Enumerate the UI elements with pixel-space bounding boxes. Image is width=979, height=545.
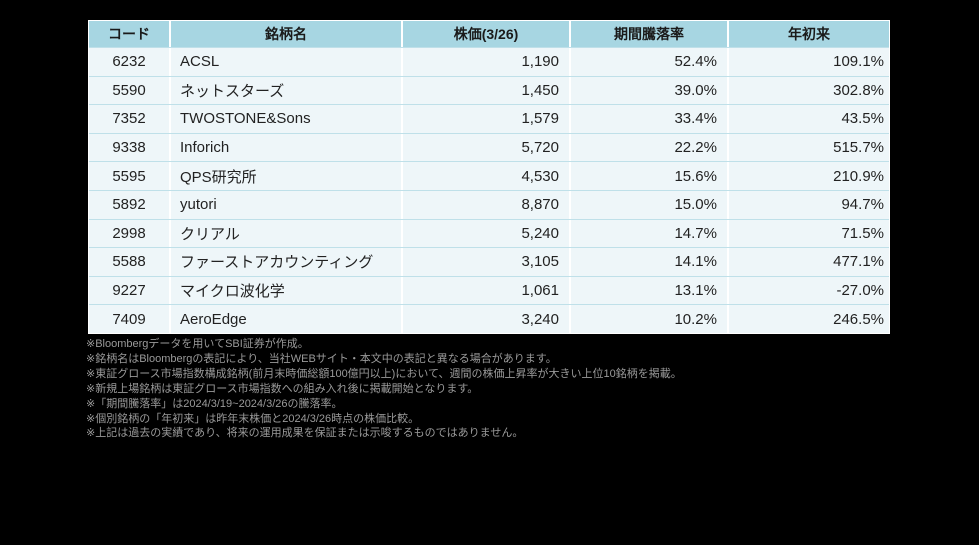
footnote-line: ※東証グロース市場指数構成銘柄(前月末時価総額100億円以上)において、週間の株… <box>86 367 682 380</box>
header-period-change: 期間騰落率 <box>571 21 727 47</box>
cell-period-change: 15.0% <box>571 190 727 219</box>
cell-period-change: 52.4% <box>571 48 727 76</box>
cell-code: 6232 <box>89 48 169 76</box>
table-row: 9227 マイクロ波化学 1,061 13.1% -27.0% <box>89 275 889 305</box>
cell-code: 9227 <box>89 276 169 305</box>
footnote-line: ※個別銘柄の「年初来」は昨年末株価と2024/3/26時点の株価比較。 <box>86 412 420 425</box>
cell-name: ACSL <box>171 48 401 76</box>
table-row: 5588 ファーストアカウンティング 3,105 14.1% 477.1% <box>89 247 889 276</box>
cell-price: 5,720 <box>403 133 569 162</box>
cell-name: yutori <box>171 190 401 219</box>
cell-name: クリアル <box>171 219 401 248</box>
cell-name: TWOSTONE&Sons <box>171 105 401 133</box>
stock-ranking-table: コード 銘柄名 株価(3/26) 期間騰落率 年初来 6232 ACSL 1,1… <box>88 20 890 334</box>
cell-price: 3,105 <box>403 248 569 276</box>
header-code: コード <box>89 21 169 47</box>
cell-price: 1,061 <box>403 276 569 305</box>
header-ytd: 年初来 <box>729 21 889 47</box>
cell-name: マイクロ波化学 <box>171 276 401 305</box>
cell-ytd: 302.8% <box>729 76 889 105</box>
cell-price: 3,240 <box>403 305 569 333</box>
cell-ytd: 94.7% <box>729 190 889 219</box>
cell-name: QPS研究所 <box>171 162 401 190</box>
cell-code: 5595 <box>89 162 169 190</box>
cell-ytd: 477.1% <box>729 248 889 276</box>
table-row: 6232 ACSL 1,190 52.4% 109.1% <box>89 47 889 76</box>
table-row: 5595 QPS研究所 4,530 15.6% 210.9% <box>89 161 889 190</box>
table-row: 5892 yutori 8,870 15.0% 94.7% <box>89 189 889 219</box>
cell-ytd: 210.9% <box>729 162 889 190</box>
footnotes: ※Bloombergデータを用いてSBI証券が作成。 ※銘柄名はBloomber… <box>86 337 946 441</box>
cell-code: 9338 <box>89 133 169 162</box>
cell-period-change: 10.2% <box>571 305 727 333</box>
cell-code: 5892 <box>89 190 169 219</box>
cell-name: Inforich <box>171 133 401 162</box>
table-row: 7352 TWOSTONE&Sons 1,579 33.4% 43.5% <box>89 104 889 133</box>
cell-period-change: 13.1% <box>571 276 727 305</box>
footnote-line: ※「期間騰落率」は2024/3/19~2024/3/26の騰落率。 <box>86 397 343 410</box>
cell-ytd: 43.5% <box>729 105 889 133</box>
cell-period-change: 39.0% <box>571 76 727 105</box>
cell-period-change: 14.1% <box>571 248 727 276</box>
cell-code: 7409 <box>89 305 169 333</box>
header-name: 銘柄名 <box>171 21 401 47</box>
header-price: 株価(3/26) <box>403 21 569 47</box>
cell-period-change: 14.7% <box>571 219 727 248</box>
footnote-line: ※新規上場銘柄は東証グロース市場指数への組み入れ後に掲載開始となります。 <box>86 382 479 395</box>
cell-code: 5588 <box>89 248 169 276</box>
table-row: 5590 ネットスターズ 1,450 39.0% 302.8% <box>89 75 889 105</box>
cell-code: 5590 <box>89 76 169 105</box>
cell-name: AeroEdge <box>171 305 401 333</box>
cell-price: 1,579 <box>403 105 569 133</box>
table-header-row: コード 銘柄名 株価(3/26) 期間騰落率 年初来 <box>89 21 889 47</box>
table-row: 7409 AeroEdge 3,240 10.2% 246.5% <box>89 304 889 333</box>
cell-code: 7352 <box>89 105 169 133</box>
cell-name: ファーストアカウンティング <box>171 248 401 276</box>
footnote-line: ※上記は過去の実績であり、将来の運用成果を保証または示唆するものではありません。 <box>86 427 524 440</box>
cell-price: 4,530 <box>403 162 569 190</box>
footnote-line: ※Bloombergデータを用いてSBI証券が作成。 <box>86 338 309 350</box>
cell-period-change: 15.6% <box>571 162 727 190</box>
cell-code: 2998 <box>89 219 169 248</box>
table-row: 2998 クリアル 5,240 14.7% 71.5% <box>89 218 889 248</box>
cell-ytd: 109.1% <box>729 48 889 76</box>
cell-price: 8,870 <box>403 190 569 219</box>
cell-price: 1,450 <box>403 76 569 105</box>
cell-price: 5,240 <box>403 219 569 248</box>
cell-ytd: 515.7% <box>729 133 889 162</box>
table-row: 9338 Inforich 5,720 22.2% 515.7% <box>89 132 889 162</box>
cell-name: ネットスターズ <box>171 76 401 105</box>
cell-ytd: 71.5% <box>729 219 889 248</box>
cell-ytd: 246.5% <box>729 305 889 333</box>
footnote-line: ※銘柄名はBloombergの表記により、当社WEBサイト・本文中の表記と異なる… <box>86 352 557 365</box>
cell-period-change: 33.4% <box>571 105 727 133</box>
cell-period-change: 22.2% <box>571 133 727 162</box>
cell-ytd: -27.0% <box>729 276 889 305</box>
cell-price: 1,190 <box>403 48 569 76</box>
